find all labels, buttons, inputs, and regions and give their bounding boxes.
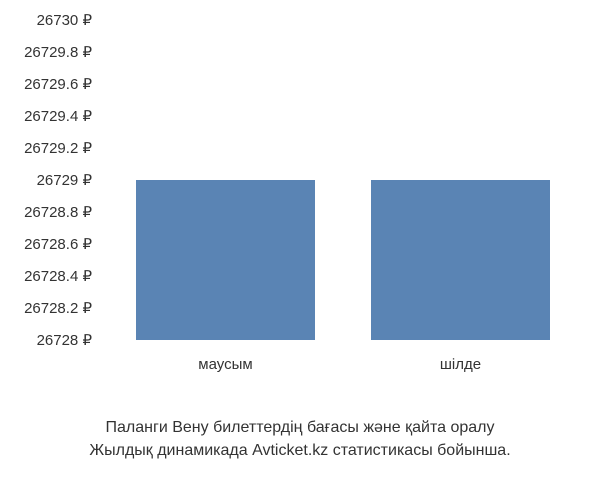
y-tick-label: 26729.2 ₽ xyxy=(24,139,92,157)
chart-caption: Паланги Вену билеттердің бағасы және қай… xyxy=(0,417,600,462)
y-tick-label: 26729.4 ₽ xyxy=(24,107,92,125)
y-tick-label: 26729.6 ₽ xyxy=(24,75,92,93)
x-tick-label: маусым xyxy=(198,356,252,373)
y-tick-label: 26729 ₽ xyxy=(37,171,92,189)
y-tick-label: 26728.6 ₽ xyxy=(24,235,92,253)
y-tick-label: 26729.8 ₽ xyxy=(24,43,92,61)
y-tick-label: 26728.4 ₽ xyxy=(24,267,92,285)
y-axis: 26730 ₽26729.8 ₽26729.6 ₽26729.4 ₽26729.… xyxy=(0,20,100,340)
x-tick-label: шілде xyxy=(440,356,481,373)
y-tick-label: 26728 ₽ xyxy=(37,331,92,349)
y-tick-label: 26728.2 ₽ xyxy=(24,299,92,317)
y-tick-label: 26728.8 ₽ xyxy=(24,203,92,221)
bar xyxy=(136,180,315,340)
bar xyxy=(371,180,550,340)
plot-area xyxy=(108,20,578,340)
caption-line-2: Жылдық динамикада Avticket.kz статистика… xyxy=(8,440,592,462)
x-axis: маусым шілде xyxy=(108,350,578,380)
caption-line-1: Паланги Вену билеттердің бағасы және қай… xyxy=(8,417,592,439)
chart-container: 26730 ₽ 26729.8 ₽ 26729.6 ₽ 26729.4 ₽ 26729.… xyxy=(0,0,600,380)
y-tick-label: 26730 ₽ xyxy=(37,11,92,29)
